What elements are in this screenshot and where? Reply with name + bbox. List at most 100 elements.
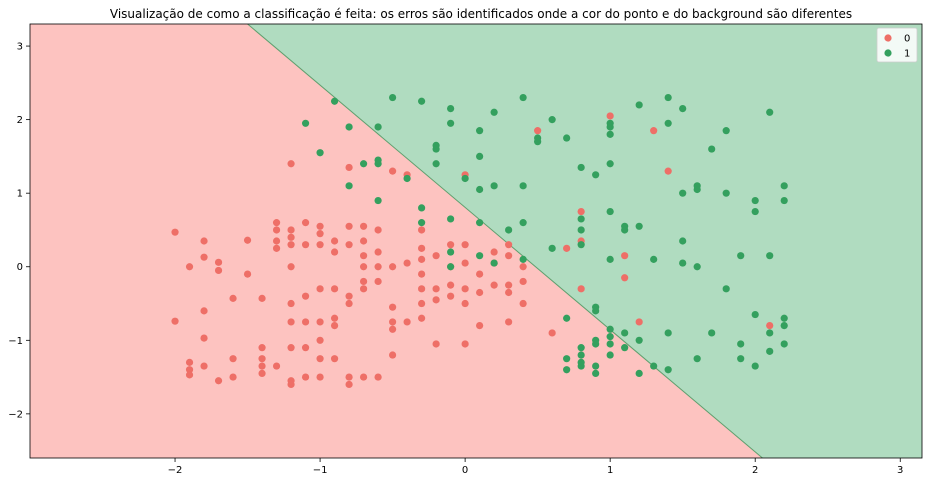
y-tick-label: −1: [8, 336, 23, 347]
data-point: [606, 112, 614, 120]
data-point: [505, 281, 513, 289]
data-point: [606, 130, 614, 138]
legend-label-0: 0: [904, 34, 910, 45]
data-point: [650, 255, 658, 263]
data-point: [258, 355, 266, 363]
series-1: [301, 93, 788, 378]
data-point: [359, 263, 368, 271]
data-point: [287, 380, 295, 389]
x-tick-label: −1: [313, 465, 328, 476]
data-point: [780, 182, 788, 190]
data-point: [389, 303, 397, 311]
data-point: [432, 145, 440, 153]
data-point: [301, 373, 310, 381]
x-axis: −2 −1 0 1 2 3: [168, 458, 903, 476]
data-point: [751, 207, 759, 216]
data-point: [389, 351, 397, 359]
data-point: [679, 189, 687, 197]
data-point: [534, 127, 542, 135]
data-point: [519, 182, 527, 190]
data-point: [345, 299, 353, 308]
data-point: [751, 196, 759, 205]
data-point: [476, 270, 484, 278]
data-point: [577, 241, 585, 249]
data-point: [737, 252, 745, 260]
data-point: [577, 285, 585, 293]
y-tick-label: −2: [8, 409, 23, 420]
data-point: [432, 340, 440, 348]
data-point: [359, 277, 368, 286]
data-point: [780, 321, 788, 330]
data-point: [780, 196, 788, 205]
data-point: [635, 222, 643, 230]
x-tick-label: 2: [752, 465, 758, 476]
x-tick-label: −2: [168, 465, 183, 476]
data-point: [374, 277, 382, 286]
data-point: [563, 355, 571, 363]
data-point: [635, 101, 643, 109]
data-point: [708, 145, 716, 153]
data-point: [722, 189, 730, 197]
data-point: [272, 226, 281, 234]
data-point: [359, 222, 368, 230]
y-tick-label: 2: [17, 115, 23, 126]
data-point: [258, 344, 266, 352]
data-point: [505, 288, 513, 297]
data-point: [287, 344, 295, 352]
data-point: [359, 373, 368, 381]
data-point: [679, 237, 687, 245]
data-point: [505, 252, 513, 260]
data-point: [374, 248, 382, 256]
plot-area: [29, 23, 923, 459]
data-point: [418, 314, 426, 322]
data-point: [563, 134, 571, 142]
data-point: [563, 244, 571, 252]
legend: 01: [876, 27, 918, 63]
data-point: [693, 355, 701, 363]
data-point: [171, 228, 179, 236]
data-point: [635, 369, 643, 378]
data-point: [301, 241, 310, 249]
data-point: [766, 321, 774, 330]
legend-marker-0: [884, 34, 892, 42]
data-point: [345, 292, 353, 300]
data-point: [679, 259, 687, 267]
chart-title: Visualização de como a classificação é f…: [110, 7, 852, 21]
data-point: [287, 318, 295, 326]
series-0: [171, 112, 774, 389]
data-point: [722, 127, 730, 135]
data-point: [447, 119, 455, 127]
data-point: [635, 318, 643, 326]
data-point: [664, 119, 672, 127]
y-tick-label: 0: [17, 262, 23, 273]
data-point: [258, 294, 266, 302]
data-point: [679, 104, 687, 113]
data-point: [737, 355, 745, 363]
data-point: [301, 344, 310, 352]
data-point: [447, 292, 455, 300]
data-point: [258, 369, 266, 378]
data-point: [766, 252, 774, 260]
data-point: [766, 347, 774, 355]
data-point: [359, 237, 368, 245]
y-tick-label: 3: [17, 42, 23, 53]
data-point: [505, 226, 513, 234]
data-point: [316, 318, 324, 326]
data-point: [519, 277, 527, 286]
data-point: [693, 182, 701, 190]
data-point: [606, 351, 614, 359]
data-point: [577, 226, 585, 234]
data-point: [766, 329, 774, 337]
data-point: [476, 288, 484, 297]
data-point: [258, 362, 266, 370]
data-point: [272, 362, 281, 370]
data-point: [592, 303, 600, 311]
data-point: [780, 340, 788, 348]
data-point: [621, 226, 629, 234]
data-point: [345, 380, 353, 389]
data-point: [577, 362, 585, 370]
data-point: [606, 160, 614, 168]
data-point: [664, 167, 672, 175]
data-point: [316, 241, 324, 249]
